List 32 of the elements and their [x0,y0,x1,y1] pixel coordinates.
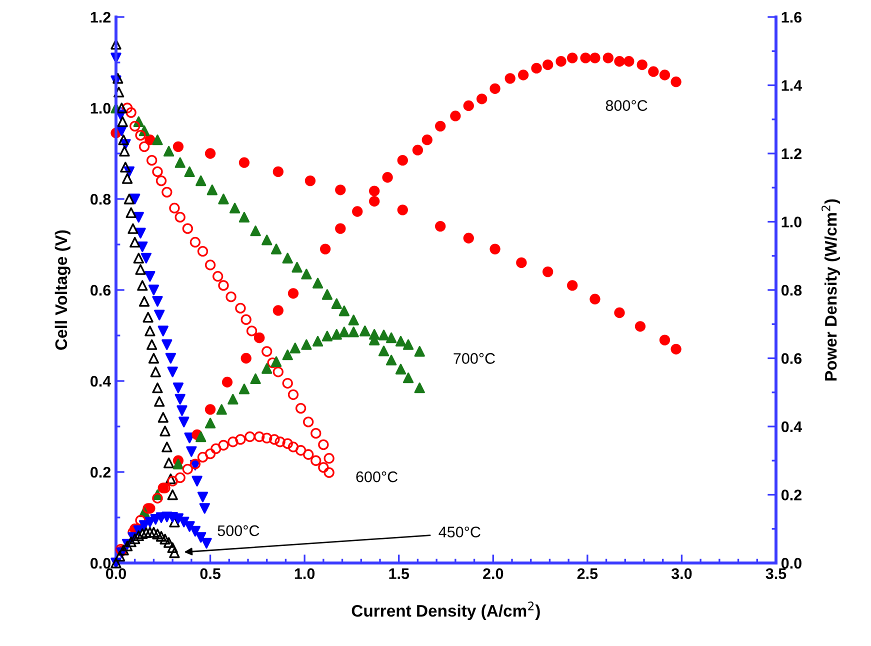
y2-tick-label: 0.0 [781,558,802,569]
series-label: 500°C [218,525,260,536]
y-tick-label: 1.0 [90,102,111,114]
y2-tick-label: 1.2 [782,148,802,160]
y2-tick-label: 1.4 [782,80,802,91]
series-label: 800°C [606,100,648,111]
x-axis-title: Current Density (A/cm$^{2}$) [352,602,540,620]
x-tick-label: 1.0 [294,568,315,580]
x-tick-label: 1.5 [389,568,410,580]
y2-axis-title: Power Density (W/cm$^{2}$) [822,199,840,380]
series-label: 700°C [454,353,495,364]
y-tick-label: 0.8 [90,194,111,205]
x-tick-label: 3.5 [766,568,786,580]
series-label: 600°C [356,471,398,482]
y-tick-label: 0.2 [90,466,111,478]
text: 450°C [438,526,480,538]
y-tick-label: 0.6 [90,284,111,296]
x-tick-label: 0.5 [200,568,220,580]
x-tick-label: 0.0 [106,568,126,580]
y2-tick-label: 1.6 [782,12,802,23]
y2-tick-label: 0.4 [781,421,802,432]
x-tick-label: 3.0 [671,568,692,580]
y-tick-label: 0.0 [90,558,111,569]
y-tick-label: 0.4 [90,376,112,387]
y2-tick-label: 0.6 [781,353,802,364]
y2-tick-label: 0.2 [781,490,802,500]
y-axis-title: Cell Voltage (V) [54,230,70,350]
y-tick-label: 1.2 [90,12,111,23]
y2-tick-label: 1.0 [782,216,802,228]
y2-tick-label: 0.8 [781,284,802,296]
x-tick-label: 2.5 [577,568,598,580]
x-tick-label: 2.0 [483,568,504,580]
